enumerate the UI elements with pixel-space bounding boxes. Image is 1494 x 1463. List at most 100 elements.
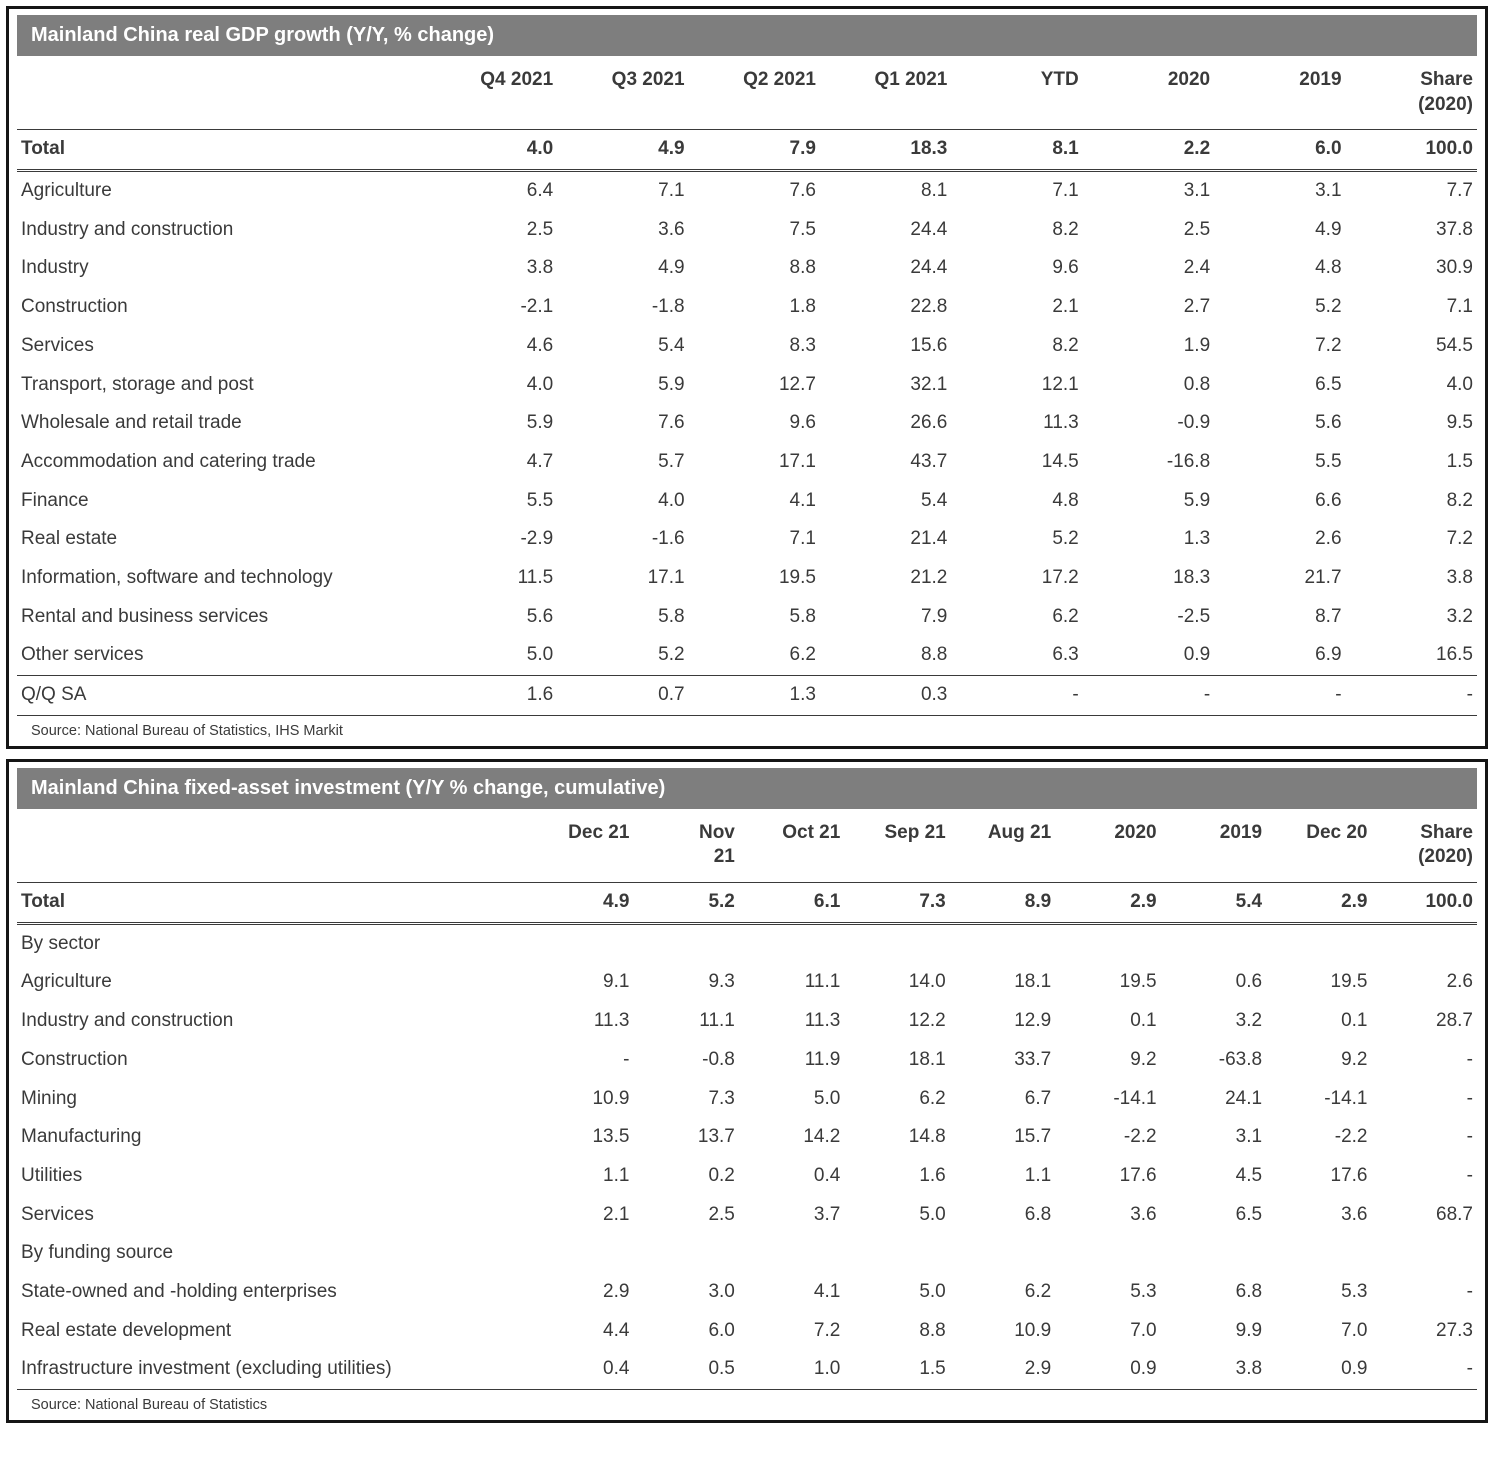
cell-value: 21.4 bbox=[910, 528, 948, 550]
cell-value: 2.6 bbox=[1446, 971, 1473, 993]
cell-value: 5.0 bbox=[919, 1280, 946, 1302]
cell-value: 13.5 bbox=[592, 1126, 630, 1148]
cell-value: 8.2 bbox=[1446, 489, 1473, 511]
table-row: Real estate development 4.4 6.0 7.2 8.8 10.9 7… bbox=[17, 1312, 1477, 1351]
cell-value: - bbox=[1466, 1280, 1473, 1302]
fixed-asset-source-note: Source: National Bureau of Statistics bbox=[31, 1397, 268, 1413]
cell-value: 12.9 bbox=[1014, 1010, 1052, 1032]
cell-value: 1.8 bbox=[789, 296, 816, 318]
cell-value: 3.6 bbox=[1341, 1203, 1368, 1225]
cell-value: 11.9 bbox=[804, 1048, 841, 1070]
cell-value: 10.9 bbox=[592, 1087, 630, 1109]
cell-value: 7.1 bbox=[1446, 296, 1473, 318]
cell-value: 1.6 bbox=[919, 1164, 946, 1186]
row-label: Agriculture bbox=[21, 971, 112, 993]
cell-value: 8.1 bbox=[951, 129, 1083, 173]
cell-value: 5.4 bbox=[1160, 882, 1267, 925]
cell-value: 9.6 bbox=[1052, 257, 1079, 279]
fixed-asset-table-body: Total 4.9 5.2 6.1 7.3 8.9 2.9 5.4 2.9 100.0 By sec… bbox=[17, 882, 1477, 1390]
cell-value: 4.9 bbox=[528, 882, 634, 925]
cell-value: 14.5 bbox=[1041, 450, 1079, 472]
header-row: Q4 2021 Q3 2021 Q2 2021 Q1 2021 YTD 2020 2019 S… bbox=[17, 58, 1477, 131]
section-row: By funding source bbox=[17, 1234, 1477, 1273]
cell-value: 1.9 bbox=[1183, 334, 1211, 356]
cell-value: 1.3 bbox=[1183, 528, 1211, 550]
cell-value: 7.6 bbox=[789, 180, 816, 202]
cell-value: 43.7 bbox=[910, 450, 948, 472]
cell-value: 4.1 bbox=[789, 489, 816, 511]
cell-value: -2.5 bbox=[1177, 605, 1211, 627]
fixed-asset-investment-title: Mainland China fixed-asset investment (Y… bbox=[17, 767, 1477, 809]
cell-value: 11.3 bbox=[804, 1010, 841, 1032]
column-header: Q3 2021 bbox=[557, 58, 689, 131]
cell-value: 17.6 bbox=[1119, 1164, 1157, 1186]
row-label: Industry and construction bbox=[21, 218, 234, 240]
cell-value: 8.1 bbox=[920, 180, 948, 202]
cell-value: 1.0 bbox=[813, 1358, 841, 1380]
cell-value: 2.2 bbox=[1082, 129, 1215, 173]
cell-value: 6.5 bbox=[1235, 1203, 1263, 1225]
cell-value: 12.7 bbox=[778, 373, 816, 395]
cell-value: 17.6 bbox=[1330, 1164, 1368, 1186]
table-row: Transport, storage and post 4.0 5.9 12.7 32.… bbox=[17, 366, 1477, 405]
column-header: 2019 bbox=[1214, 58, 1346, 131]
row-label: Services bbox=[21, 334, 94, 356]
row-label: Industry and construction bbox=[21, 1010, 234, 1032]
cell-value: 9.6 bbox=[789, 412, 816, 434]
cell-value: 5.9 bbox=[526, 412, 554, 434]
row-label: Manufacturing bbox=[21, 1126, 142, 1148]
cell-value: 6.3 bbox=[1052, 644, 1079, 666]
cell-value: -2.9 bbox=[520, 528, 554, 550]
column-header: 2020 bbox=[1082, 58, 1215, 131]
row-label: Mining bbox=[21, 1087, 77, 1109]
row-label: Utilities bbox=[21, 1164, 83, 1186]
cell-value: 5.0 bbox=[526, 644, 554, 666]
cell-value: 18.1 bbox=[1014, 971, 1052, 993]
row-label: Agriculture bbox=[21, 180, 112, 202]
table-row: Utilities 1.1 0.2 0.4 1.6 1.1 17.6 4.5 17.6 - bbox=[17, 1157, 1477, 1196]
cell-value: - bbox=[1466, 1164, 1473, 1186]
column-header: Aug 21 bbox=[949, 810, 1056, 884]
cell-value: 0.2 bbox=[708, 1164, 735, 1186]
row-label: Real estate bbox=[21, 528, 118, 550]
cell-value: 68.7 bbox=[1436, 1203, 1473, 1225]
cell-value: 21.2 bbox=[910, 566, 948, 588]
column-header: Q4 2021 bbox=[425, 58, 558, 131]
cell-value: - bbox=[1466, 1358, 1473, 1380]
cell-value: - bbox=[1345, 675, 1477, 716]
table-row: Accommodation and catering trade 4.7 5.7 17… bbox=[17, 443, 1477, 482]
cell-value: 13.7 bbox=[697, 1126, 735, 1148]
cell-value: -2.2 bbox=[1123, 1126, 1157, 1148]
cell-value: 11.3 bbox=[593, 1010, 630, 1032]
cell-value: 6.5 bbox=[1315, 373, 1342, 395]
table-row: Real estate -2.9 -1.6 7.1 21.4 5.2 1.3 2.6 7.2 bbox=[17, 520, 1477, 559]
cell-value: 19.5 bbox=[1119, 971, 1157, 993]
cell-value: 1.1 bbox=[1024, 1164, 1052, 1186]
cell-value: 2.1 bbox=[1052, 296, 1079, 318]
cell-value: 16.5 bbox=[1436, 644, 1473, 666]
cell-value: 4.7 bbox=[526, 450, 554, 472]
row-label: Industry bbox=[21, 257, 89, 279]
cell-value: 7.2 bbox=[1315, 334, 1342, 356]
cell-value: 0.6 bbox=[1235, 971, 1263, 993]
cell-value: 0.5 bbox=[708, 1358, 735, 1380]
cell-value: 5.3 bbox=[1130, 1280, 1157, 1302]
cell-value: 0.3 bbox=[819, 675, 952, 716]
cell-value: -1.6 bbox=[651, 528, 685, 550]
cell-value: 6.0 bbox=[1214, 129, 1346, 173]
cell-value: 7.2 bbox=[813, 1319, 841, 1341]
cell-value: 6.8 bbox=[1024, 1203, 1052, 1225]
cell-value: 0.4 bbox=[813, 1164, 841, 1186]
cell-value: 7.2 bbox=[1446, 528, 1473, 550]
cell-value: -2.2 bbox=[1334, 1126, 1368, 1148]
cell-value: 0.9 bbox=[1183, 644, 1211, 666]
cell-value: 9.1 bbox=[603, 971, 630, 993]
cell-value: 19.5 bbox=[778, 566, 816, 588]
cell-value: 2.9 bbox=[603, 1280, 630, 1302]
section-row: By sector bbox=[17, 923, 1477, 963]
cell-value: 7.9 bbox=[688, 129, 820, 173]
cell-value: -2.1 bbox=[520, 296, 554, 318]
cell-value: 5.4 bbox=[920, 489, 948, 511]
row-label: Real estate development bbox=[21, 1319, 232, 1341]
row-label: Wholesale and retail trade bbox=[21, 412, 242, 434]
